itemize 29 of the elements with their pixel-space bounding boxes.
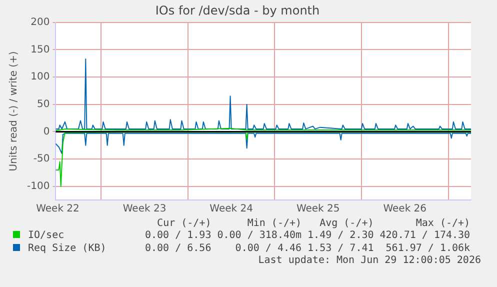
y-tick-label: 50	[36, 98, 50, 110]
x-tick-label: Week 24	[210, 204, 253, 215]
text: 0.00 / 6.56	[144, 242, 212, 255]
legend-label: Req Size (KB)	[27, 242, 108, 255]
x-tick-label: Week 23	[122, 204, 166, 215]
text: Avg (-/+)	[318, 218, 374, 229]
text: Max (-/+)	[414, 218, 470, 229]
y-tick-label: 100	[30, 72, 50, 83]
y-tick-label: 0	[43, 126, 50, 138]
text: Cur (-/+)	[156, 218, 212, 229]
x-tick-label: Week 26	[383, 204, 427, 215]
y-axis-title: Units read (-) / write (+)	[8, 51, 20, 172]
text: 420.71 / 174.30	[378, 229, 470, 242]
text: 1.49 / 2.30	[306, 229, 374, 242]
legend-label: IO/sec	[27, 229, 66, 242]
y-tick-label: 150	[30, 44, 50, 56]
text: 561.97 / 1.06k	[384, 242, 470, 255]
text: Min (-/+)	[246, 218, 302, 229]
text: 0.00 / 318.40m	[216, 229, 302, 242]
x-tick-label: Week 25	[296, 204, 340, 215]
y-tick-label: -50	[33, 154, 50, 165]
x-tick-label: Week 22	[36, 204, 80, 215]
chart-title: IOs for /dev/sda - by month	[155, 3, 320, 18]
text: 1.53 / 7.41	[306, 242, 374, 255]
text: Last update: Mon Jun 29 12:00:05 2026	[257, 255, 482, 266]
text: 0.00 / 4.46	[234, 242, 302, 255]
text: 0.00 / 1.93	[144, 229, 212, 242]
y-tick-label: -100	[26, 180, 50, 192]
y-tick-label: 200	[30, 16, 50, 28]
